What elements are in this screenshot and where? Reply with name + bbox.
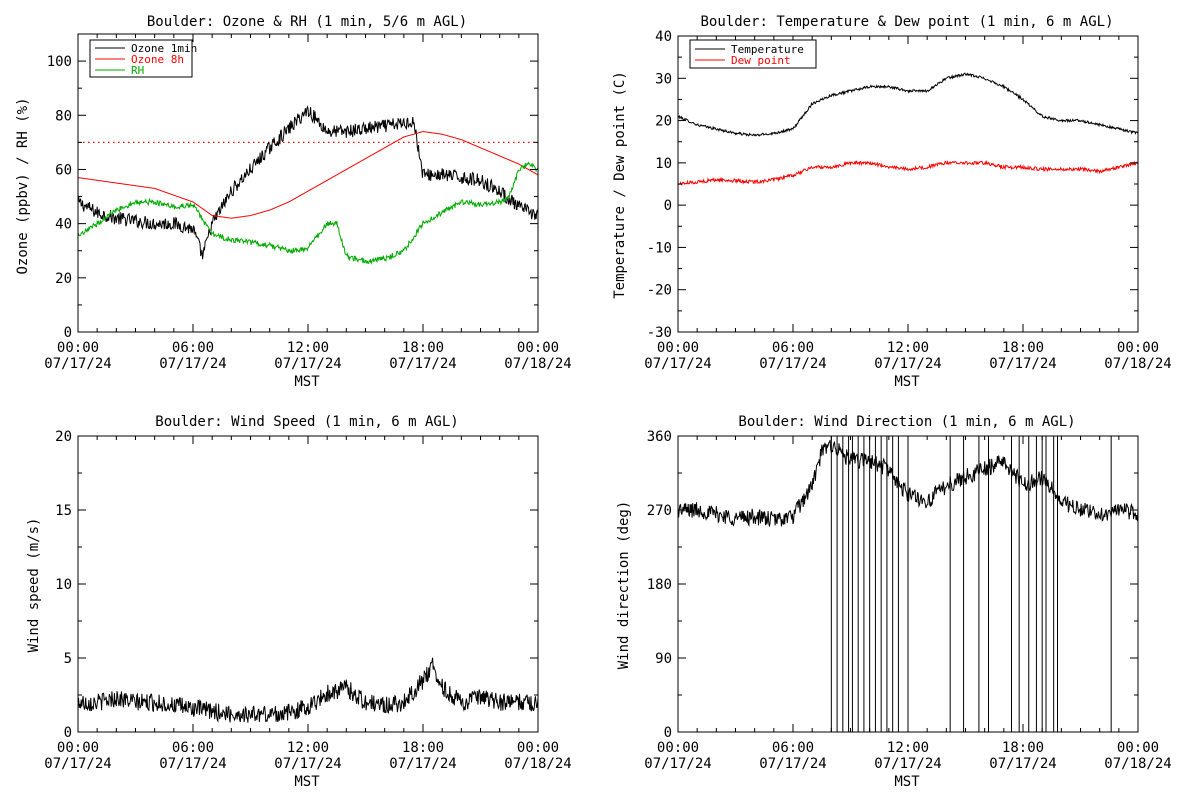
wind-direction-panel: Boulder: Wind Direction (1 min, 6 m AGL)… (616, 414, 1172, 790)
wind-direction-xtick-label: 00:00 (1117, 740, 1159, 756)
ozone-rh-xtick-label: 00:00 (517, 340, 559, 356)
wind-speed-series-0-line (77, 657, 539, 723)
ozone-rh-xtick-label: 00:00 (57, 340, 99, 356)
wind-speed-xtick-label: 12:00 (287, 740, 329, 756)
wind-direction-xtick-label: 07/17/24 (644, 756, 711, 772)
ozone-rh-ytick-label: 60 (55, 162, 72, 178)
ozone-rh-series-2-line (77, 161, 539, 266)
temperature-dewpoint-xtick-label: 06:00 (772, 340, 814, 356)
temperature-dewpoint-xtick-label: 00:00 (657, 340, 699, 356)
wind-direction-xtick-label: 06:00 (772, 740, 814, 756)
ozone-rh-xtick-label: 06:00 (172, 340, 214, 356)
temperature-dewpoint-series-1-line (677, 159, 1139, 186)
ozone-rh-xtick-label: 07/17/24 (389, 356, 456, 372)
wind-speed-title: Boulder: Wind Speed (1 min, 6 m AGL) (155, 414, 458, 430)
wind-direction-ytick-label: 270 (647, 503, 672, 519)
ozone-rh-ytick-label: 80 (55, 108, 72, 124)
temperature-dewpoint-title: Boulder: Temperature & Dew point (1 min,… (700, 14, 1113, 30)
wind-direction-title: Boulder: Wind Direction (1 min, 6 m AGL) (738, 414, 1075, 430)
wind-direction-xtick-label: 12:00 (887, 740, 929, 756)
ozone-rh-xtick-label: 07/17/24 (159, 356, 226, 372)
wind-direction-ytick-label: 180 (647, 577, 672, 593)
wind-speed-xtick-label: 07/17/24 (389, 756, 456, 772)
wind-speed-xtick-label: 06:00 (172, 740, 214, 756)
temperature-dewpoint-panel: Boulder: Temperature & Dew point (1 min,… (612, 14, 1172, 390)
temperature-dewpoint-xtick-label: 07/17/24 (874, 356, 941, 372)
temperature-dewpoint-xtick-label: 12:00 (887, 340, 929, 356)
wind-speed-ytick-label: 5 (64, 651, 72, 667)
ozone-rh-series-1-line (77, 130, 539, 219)
temperature-dewpoint-legend: Temperature Dew point (689, 39, 817, 69)
wind-direction-xtick-label: 07/17/24 (759, 756, 826, 772)
temperature-dewpoint-ylabel: Temperature / Dew point (C) (612, 71, 628, 299)
temperature-dewpoint-ytick-label: -30 (647, 325, 672, 341)
wind-speed-ytick-label: 15 (55, 503, 72, 519)
wind-speed-xtick-label: 07/17/24 (159, 756, 226, 772)
temperature-dewpoint-ytick-label: 40 (655, 29, 672, 45)
wind-speed-xtick-label: 00:00 (517, 740, 559, 756)
wind-direction-ytick-label: 90 (655, 651, 672, 667)
legend-ozone-1min: Ozone 1min (131, 42, 197, 55)
wind-direction-xtick-label: 07/17/24 (874, 756, 941, 772)
temperature-dewpoint-xtick-label: 07/18/24 (1104, 356, 1171, 372)
ozone-rh-ytick-label: 100 (47, 54, 72, 70)
wind-speed-xlabel: MST (294, 774, 320, 790)
wind-speed-ytick-label: 0 (64, 725, 72, 741)
temperature-dewpoint-xlabel: MST (894, 374, 920, 390)
ozone-rh-title: Boulder: Ozone & RH (1 min, 5/6 m AGL) (147, 14, 467, 30)
wind-speed-xtick-label: 00:00 (57, 740, 99, 756)
legend-temperature: Temperature (731, 43, 804, 56)
legend-dew-point: Dew point (731, 54, 791, 67)
wind-direction-xtick-label: 18:00 (1002, 740, 1044, 756)
temperature-dewpoint-xtick-label: 00:00 (1117, 340, 1159, 356)
ozone-rh-ytick-label: 20 (55, 271, 72, 287)
wind-direction-xlabel: MST (894, 774, 920, 790)
ozone-rh-ytick-label: 40 (55, 217, 72, 233)
ozone-rh-ytick-label: 0 (64, 325, 72, 341)
legend-rh: RH (131, 64, 144, 77)
ozone-rh-xtick-label: 07/17/24 (44, 356, 111, 372)
wind-speed-ytick-label: 10 (55, 577, 72, 593)
wind-direction-ytick-label: 360 (647, 429, 672, 445)
ozone-rh-xtick-label: 07/18/24 (504, 356, 571, 372)
ozone-rh-series-0-line (77, 105, 539, 260)
temperature-dewpoint-ytick-label: -10 (647, 240, 672, 256)
ozone-rh-xtick-label: 07/17/24 (274, 356, 341, 372)
wind-direction-xtick-label: 07/18/24 (1104, 756, 1171, 772)
temperature-dewpoint-ytick-label: 20 (655, 114, 672, 130)
temperature-dewpoint-xtick-label: 07/17/24 (759, 356, 826, 372)
temperature-dewpoint-xtick-label: 18:00 (1002, 340, 1044, 356)
wind-speed-xtick-label: 18:00 (402, 740, 444, 756)
temperature-dewpoint-plot-frame (677, 35, 1139, 333)
legend-ozone-8h: Ozone 8h (131, 53, 184, 66)
temperature-dewpoint-ytick-label: 30 (655, 71, 672, 87)
temperature-dewpoint-ytick-label: 0 (664, 198, 672, 214)
wind-direction-xtick-label: 00:00 (657, 740, 699, 756)
temperature-dewpoint-xtick-label: 07/17/24 (644, 356, 711, 372)
wind-speed-xtick-label: 07/17/24 (44, 756, 111, 772)
ozone-rh-legend: Ozone 1min Ozone 8h RH (89, 39, 197, 78)
temperature-dewpoint-xtick-label: 07/17/24 (989, 356, 1056, 372)
wind-speed-plot-frame (77, 435, 539, 733)
ozone-rh-ylabel: Ozone (ppbv) / RH (%) (15, 97, 31, 274)
ozone-rh-xlabel: MST (294, 374, 320, 390)
wind-speed-ytick-label: 20 (55, 429, 72, 445)
wind-direction-xtick-label: 07/17/24 (989, 756, 1056, 772)
wind-speed-panel: Boulder: Wind Speed (1 min, 6 m AGL) MST… (26, 414, 572, 790)
ozone-rh-xtick-label: 18:00 (402, 340, 444, 356)
wind-speed-ylabel: Wind speed (m/s) (26, 518, 42, 653)
wind-speed-xtick-label: 07/17/24 (274, 756, 341, 772)
ozone-rh-xtick-label: 12:00 (287, 340, 329, 356)
wind-direction-ylabel: Wind direction (deg) (616, 501, 632, 670)
wind-direction-ytick-label: 0 (664, 725, 672, 741)
ozone-rh-panel: Boulder: Ozone & RH (1 min, 5/6 m AGL) M… (15, 14, 572, 390)
temperature-dewpoint-ytick-label: -20 (647, 283, 672, 299)
temperature-dewpoint-ytick-label: 10 (655, 156, 672, 172)
wind-speed-xtick-label: 07/18/24 (504, 756, 571, 772)
temperature-dewpoint-series-0-line (677, 72, 1139, 137)
